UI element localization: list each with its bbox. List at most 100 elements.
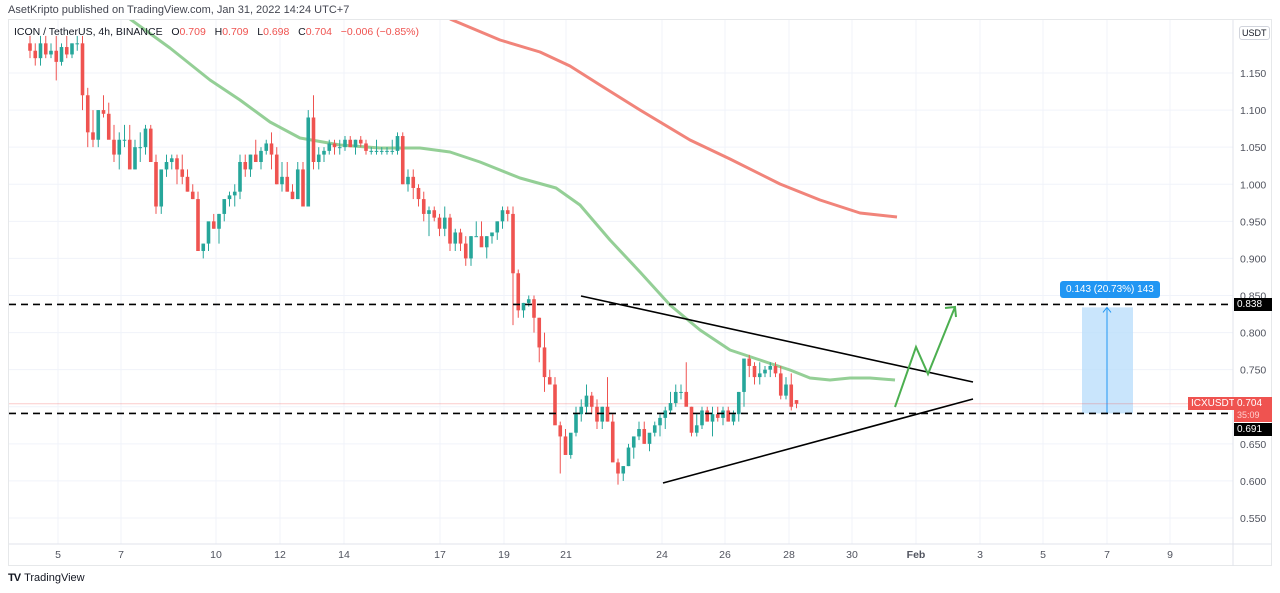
candle[interactable]: [416, 184, 421, 207]
candle[interactable]: [406, 169, 410, 192]
candle[interactable]: [479, 221, 484, 248]
candle[interactable]: [85, 87, 90, 148]
candle[interactable]: [33, 43, 38, 66]
candle[interactable]: [358, 136, 363, 148]
candle[interactable]: [631, 436, 636, 459]
candle[interactable]: [280, 162, 284, 192]
candle[interactable]: [647, 432, 652, 452]
candle[interactable]: [206, 221, 211, 252]
candle[interactable]: [521, 302, 526, 318]
candle[interactable]: [227, 191, 232, 207]
candle[interactable]: [453, 228, 458, 252]
candle[interactable]: [201, 243, 206, 259]
candle[interactable]: [400, 132, 405, 185]
candle[interactable]: [458, 228, 463, 252]
candle[interactable]: [484, 236, 489, 259]
candle[interactable]: [411, 169, 416, 200]
candle[interactable]: [322, 147, 326, 163]
candle[interactable]: [38, 35, 43, 66]
candle[interactable]: [243, 154, 248, 177]
candle[interactable]: [80, 35, 85, 111]
candle[interactable]: [112, 124, 116, 163]
ma-fast-line[interactable]: [129, 19, 896, 382]
candle[interactable]: [253, 139, 258, 163]
candle[interactable]: [122, 124, 127, 148]
candle[interactable]: [248, 154, 253, 177]
candle[interactable]: [616, 458, 620, 485]
trendline-lower[interactable]: [662, 398, 974, 484]
candle[interactable]: [752, 362, 757, 385]
candle[interactable]: [490, 232, 494, 244]
candle[interactable]: [794, 400, 799, 409]
candle[interactable]: [169, 154, 174, 170]
candle[interactable]: [106, 102, 111, 140]
candle[interactable]: [196, 191, 200, 252]
candle[interactable]: [217, 213, 221, 244]
candle[interactable]: [600, 406, 605, 430]
candle[interactable]: [784, 377, 788, 400]
candle[interactable]: [663, 406, 668, 430]
candle[interactable]: [43, 35, 48, 59]
candle[interactable]: [385, 147, 389, 155]
candle[interactable]: [469, 236, 473, 266]
candle[interactable]: [316, 147, 321, 170]
candle[interactable]: [269, 132, 274, 170]
candle[interactable]: [311, 95, 316, 170]
candle[interactable]: [448, 213, 452, 252]
candle[interactable]: [133, 139, 137, 170]
candle[interactable]: [232, 184, 237, 207]
candle[interactable]: [789, 373, 794, 411]
candle[interactable]: [222, 199, 227, 222]
candle[interactable]: [301, 162, 305, 207]
candle[interactable]: [652, 421, 657, 437]
candle[interactable]: [117, 132, 122, 170]
candle[interactable]: [374, 139, 379, 155]
candle[interactable]: [542, 332, 547, 392]
candle[interactable]: [516, 269, 521, 318]
candle[interactable]: [778, 365, 783, 400]
candle[interactable]: [285, 162, 290, 192]
candle[interactable]: [91, 110, 95, 148]
candle[interactable]: [574, 406, 578, 437]
candle[interactable]: [264, 139, 269, 155]
candle[interactable]: [421, 191, 426, 222]
candle[interactable]: [59, 43, 64, 66]
candle[interactable]: [127, 124, 132, 170]
candle[interactable]: [427, 206, 431, 237]
candle[interactable]: [642, 421, 647, 444]
candle[interactable]: [432, 206, 437, 222]
candle[interactable]: [563, 429, 568, 455]
candle[interactable]: [747, 354, 752, 378]
candle[interactable]: [721, 406, 725, 426]
candle[interactable]: [28, 35, 32, 59]
candle[interactable]: [726, 406, 731, 422]
candle[interactable]: [673, 384, 678, 407]
candle[interactable]: [736, 391, 741, 422]
tradingview-footer[interactable]: TV TradingView: [8, 572, 85, 584]
candle[interactable]: [70, 43, 74, 59]
candle[interactable]: [757, 362, 762, 385]
candle[interactable]: [64, 35, 69, 59]
candle[interactable]: [637, 421, 641, 441]
trendline-upper[interactable]: [580, 295, 974, 383]
candle[interactable]: [180, 154, 185, 185]
candle[interactable]: [668, 391, 673, 415]
candle[interactable]: [700, 406, 704, 430]
candle[interactable]: [337, 139, 342, 155]
candle[interactable]: [553, 377, 557, 426]
candle[interactable]: [768, 362, 773, 378]
candle[interactable]: [54, 35, 59, 81]
candle[interactable]: [773, 362, 778, 378]
candle[interactable]: [579, 399, 584, 422]
candle[interactable]: [259, 147, 263, 170]
candle[interactable]: [689, 406, 694, 437]
candle[interactable]: [211, 213, 216, 229]
candle[interactable]: [658, 414, 662, 437]
candle[interactable]: [148, 124, 153, 163]
candle[interactable]: [190, 184, 195, 200]
candle[interactable]: [395, 132, 400, 155]
candle[interactable]: [343, 136, 347, 151]
projection-path[interactable]: [894, 306, 956, 408]
candle[interactable]: [679, 384, 683, 400]
